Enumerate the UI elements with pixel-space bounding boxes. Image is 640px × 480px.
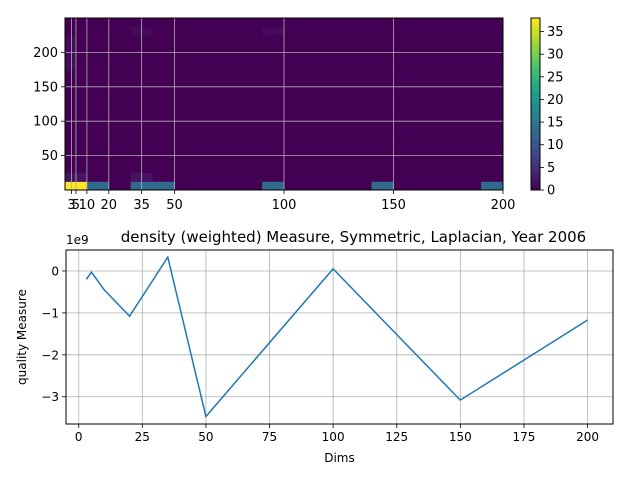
heatmap-x-tick-label: 5 <box>72 198 80 213</box>
x-tick-label: 100 <box>322 430 345 444</box>
heatmap-x-tick-label: 10 <box>79 198 96 213</box>
y-axis-offset-label: 1e9 <box>66 233 89 247</box>
heatmap-x-tick-label: 3 <box>67 198 75 213</box>
x-tick-label: 25 <box>135 430 150 444</box>
y-tick-label: 0 <box>51 264 59 278</box>
colorbar-tick-label: 35 <box>547 25 564 40</box>
heatmap-cell <box>262 181 284 190</box>
colorbar-tick-label: 15 <box>547 116 564 131</box>
x-tick-label: 150 <box>449 430 472 444</box>
heatmap-cell <box>130 181 175 190</box>
heatmap-x-tick-label: 150 <box>381 198 406 213</box>
x-tick-label: 0 <box>75 430 83 444</box>
heatmap-cell <box>481 181 503 190</box>
x-axis-label: Dims <box>324 451 355 465</box>
heatmap-x-tick-label: 35 <box>133 198 150 213</box>
y-tick-label: −2 <box>41 348 59 362</box>
x-tick-label: 50 <box>198 430 213 444</box>
line-chart-title: density (weighted) Measure, Symmetric, L… <box>121 228 586 246</box>
colorbar-gradient <box>530 17 541 191</box>
colorbar-tick-label: 5 <box>547 161 555 176</box>
line-chart-frame <box>65 249 614 425</box>
heatmap-cell <box>86 181 109 190</box>
colorbar-tick-label: 30 <box>547 48 564 63</box>
heatmap-x-tick-label: 200 <box>491 198 516 213</box>
x-tick-label: 125 <box>385 430 408 444</box>
x-tick-label: 200 <box>576 430 599 444</box>
colorbar-tick-label: 25 <box>547 70 564 85</box>
colorbar-tick-label: 20 <box>547 93 564 108</box>
y-axis-label: quality Measure <box>15 289 29 385</box>
heatmap-cell <box>262 26 284 36</box>
colorbar: 0 5 10 15 20 25 30 35 <box>530 17 564 199</box>
heatmap-cell <box>371 181 394 190</box>
heatmap-x-tick-label: 50 <box>166 198 183 213</box>
x-tick-label: 175 <box>513 430 536 444</box>
heatmap-x-tick-label: 100 <box>272 198 297 213</box>
series-line <box>85 255 588 419</box>
heatmap-x-tick-label: 20 <box>101 198 118 213</box>
heatmap-y-tick-label: 200 <box>33 46 58 61</box>
heatmap-y-tick-label: 150 <box>33 80 58 95</box>
y-tick-label: −1 <box>41 306 59 320</box>
heatmap-y-tick-label: 100 <box>33 115 58 130</box>
line-chart-panel: density (weighted) Measure, Symmetric, L… <box>15 228 614 465</box>
x-tick-label: 75 <box>262 430 277 444</box>
heatmap-y-tick-label: 50 <box>41 149 58 164</box>
y-tick-label: −3 <box>41 390 59 404</box>
colorbar-tick-label: 10 <box>547 138 564 153</box>
colorbar-tick-label: 0 <box>547 184 555 199</box>
